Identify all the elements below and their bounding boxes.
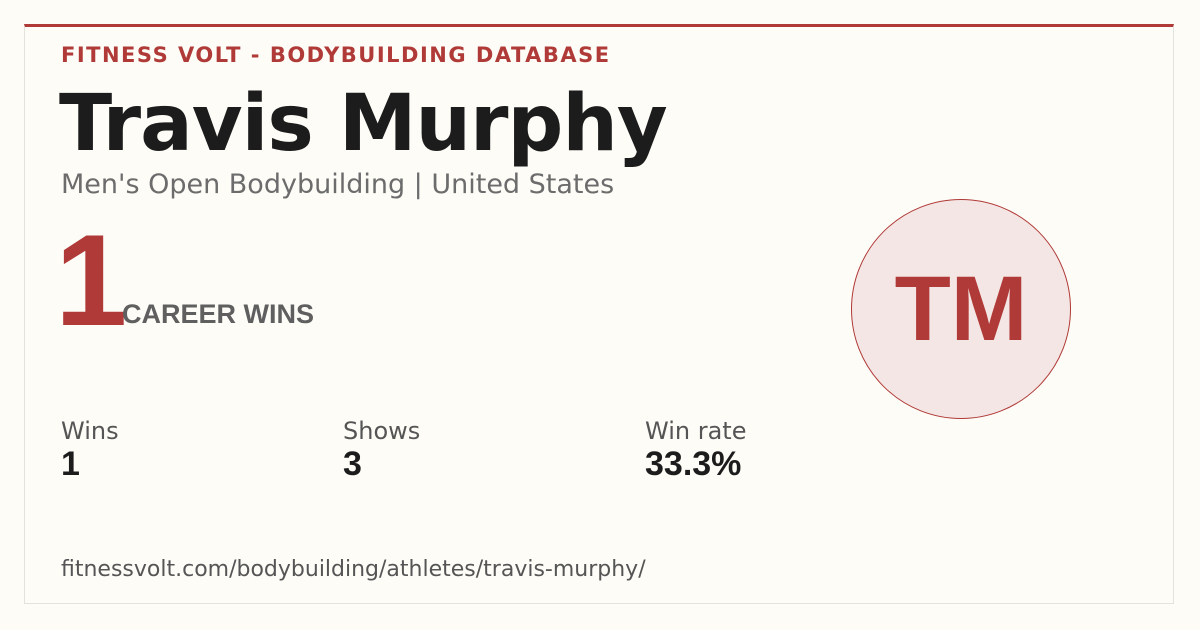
stat-label: Wins (61, 417, 119, 445)
subtitle: Men's Open Bodybuilding | United States (61, 169, 615, 200)
site-label: FITNESS VOLT - BODYBUILDING DATABASE (61, 43, 611, 67)
card: FITNESS VOLT - BODYBUILDING DATABASE Tra… (24, 24, 1174, 604)
headline-label: CAREER WINS (122, 299, 315, 329)
headline-number: 1 (55, 207, 128, 353)
stat-value: 3 (343, 445, 362, 483)
stat-value: 33.3% (645, 445, 742, 483)
stat-label: Shows (343, 417, 421, 445)
url: fitnessvolt.com/bodybuilding/athletes/tr… (61, 557, 646, 582)
avatar: TM (851, 199, 1071, 419)
athlete-name: Travis Murphy (59, 79, 668, 169)
stat-value: 1 (61, 445, 80, 483)
stat-label: Win rate (645, 417, 747, 445)
